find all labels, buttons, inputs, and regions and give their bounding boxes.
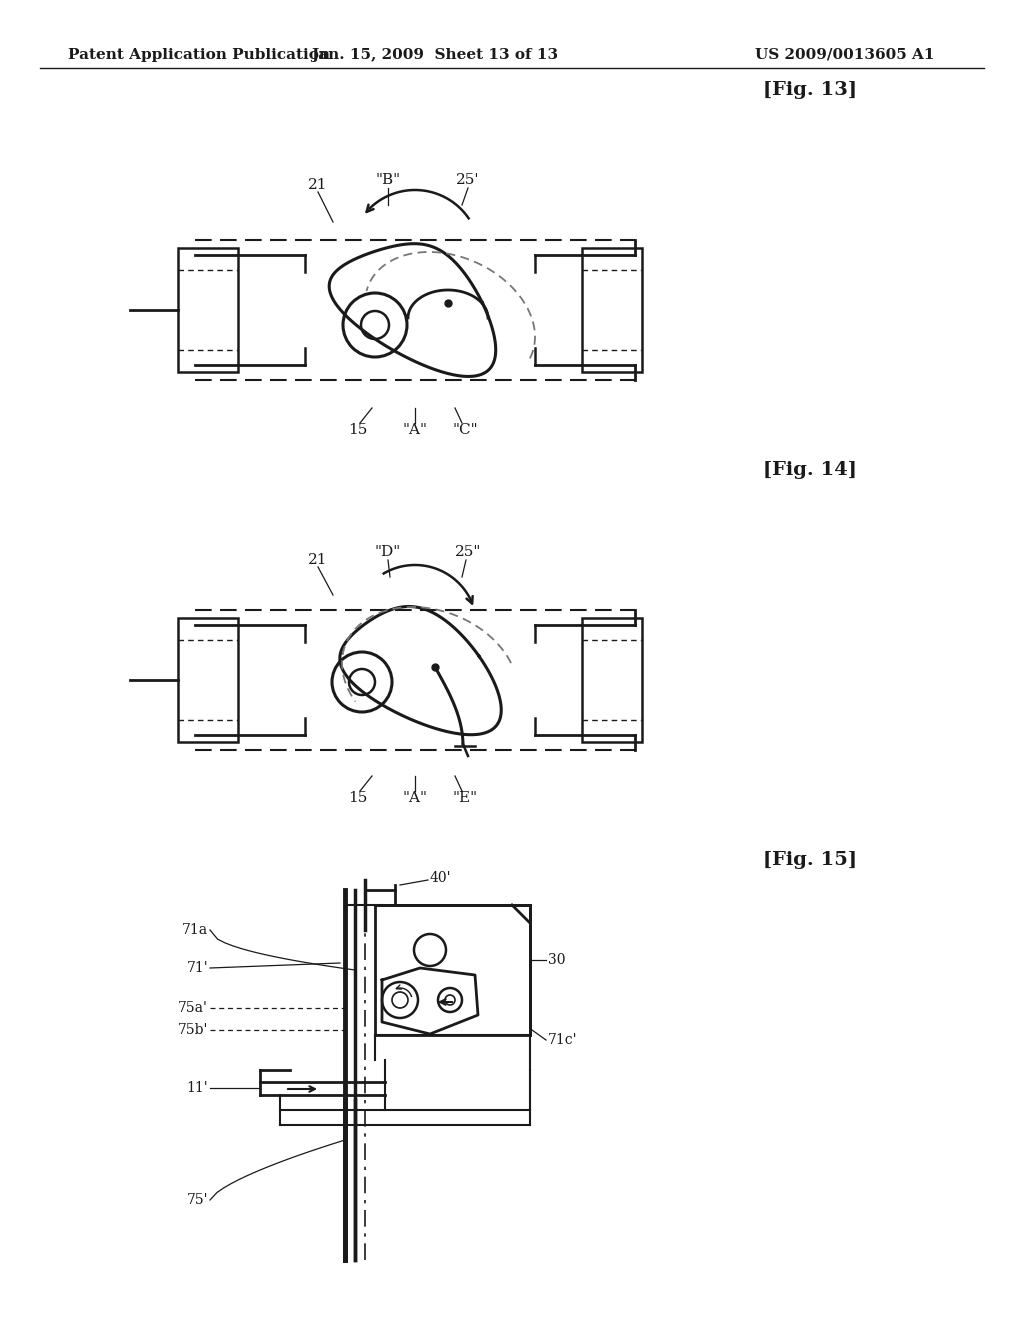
Text: 71': 71'	[186, 961, 208, 975]
Bar	[178, 248, 238, 372]
Text: 30: 30	[548, 953, 565, 968]
Bar	[582, 618, 642, 742]
Text: [Fig. 14]: [Fig. 14]	[763, 461, 857, 479]
Text: 25": 25"	[455, 545, 481, 558]
Text: US 2009/0013605 A1: US 2009/0013605 A1	[756, 48, 935, 62]
Text: [Fig. 15]: [Fig. 15]	[763, 851, 857, 869]
Text: 15: 15	[348, 422, 368, 437]
Text: 40': 40'	[430, 871, 452, 884]
Text: "D": "D"	[375, 545, 401, 558]
Bar	[178, 618, 238, 742]
Text: 75a': 75a'	[178, 1001, 208, 1015]
Text: Jan. 15, 2009  Sheet 13 of 13: Jan. 15, 2009 Sheet 13 of 13	[311, 48, 558, 62]
Text: "A": "A"	[402, 422, 427, 437]
Bar	[375, 906, 530, 1035]
Bar	[582, 248, 642, 372]
Text: "C": "C"	[453, 422, 478, 437]
Text: 21: 21	[308, 178, 328, 191]
Text: [Fig. 13]: [Fig. 13]	[763, 81, 857, 99]
Text: 75': 75'	[186, 1193, 208, 1206]
Text: 11': 11'	[186, 1081, 208, 1096]
Text: 21: 21	[308, 553, 328, 568]
Text: "A": "A"	[402, 791, 427, 805]
Text: Patent Application Publication: Patent Application Publication	[68, 48, 330, 62]
Text: 71c': 71c'	[548, 1034, 578, 1047]
Text: 15: 15	[348, 791, 368, 805]
Text: "B": "B"	[376, 173, 400, 187]
Text: "E": "E"	[453, 791, 477, 805]
Text: 25': 25'	[457, 173, 480, 187]
Text: 75b': 75b'	[177, 1023, 208, 1038]
Text: 71a: 71a	[182, 923, 208, 937]
